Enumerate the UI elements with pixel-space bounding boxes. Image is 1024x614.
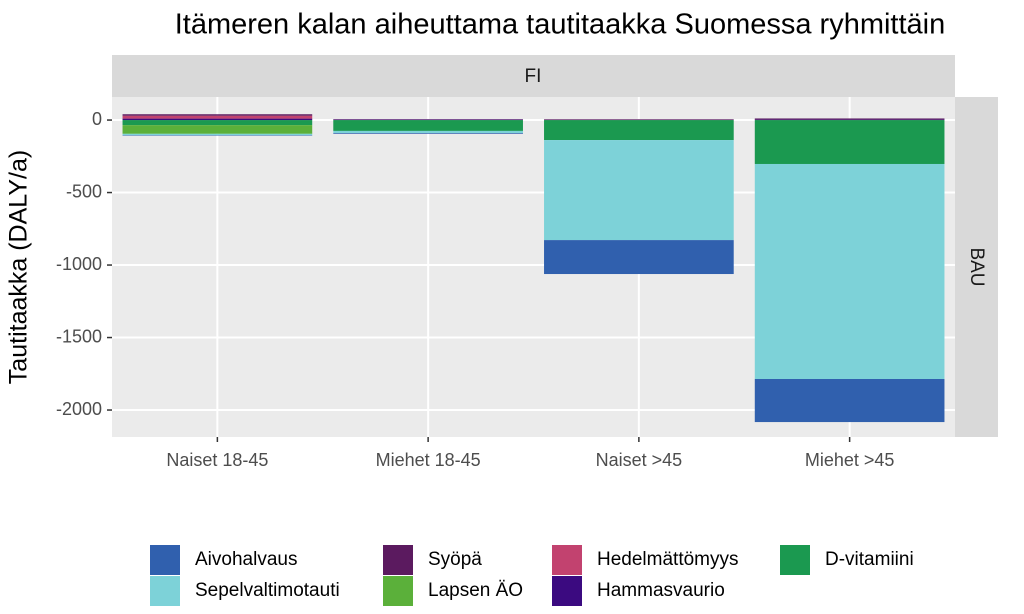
y-axis-label: Tautitaakka (DALY/a) <box>5 150 33 384</box>
y-tick-label: -1500 <box>56 326 102 346</box>
bar-segment <box>544 119 734 121</box>
bar-segment <box>754 379 945 423</box>
bar-segment <box>122 125 313 134</box>
legend-label: Aivohalvaus <box>195 549 297 570</box>
y-tick-label: -2000 <box>56 399 102 419</box>
bar-segment <box>544 240 734 275</box>
bar-segment <box>122 120 313 126</box>
legend-key <box>780 545 810 575</box>
facet-strip <box>112 55 955 97</box>
y-tick-label: -1000 <box>56 254 102 274</box>
bar-segment <box>754 163 945 380</box>
facet-label: FI <box>525 66 542 87</box>
x-tick-label: Naiset >45 <box>596 450 683 470</box>
legend-label: D-vitamiini <box>825 549 914 570</box>
legend-key <box>383 576 413 606</box>
legend-label: Hedelmättömyys <box>597 549 739 570</box>
bar-segment <box>122 118 313 121</box>
bar-segment <box>122 115 313 119</box>
bar-segment <box>122 114 313 116</box>
x-tick-label: Miehet >45 <box>805 450 895 470</box>
legend-key <box>552 576 582 606</box>
bar-segment <box>333 130 523 134</box>
bar-segment <box>754 120 945 164</box>
facet-strip <box>955 97 998 437</box>
bar-segment <box>754 118 945 120</box>
legend-key <box>552 545 582 575</box>
bar-segment <box>333 133 523 134</box>
legend-key <box>383 545 413 575</box>
y-tick-label: 0 <box>92 109 102 129</box>
x-tick-label: Naiset 18-45 <box>166 450 268 470</box>
legend-key <box>150 545 180 575</box>
x-tick-label: Miehet 18-45 <box>376 450 481 470</box>
facet-label: BAU <box>966 247 987 286</box>
bar-segment <box>333 120 523 131</box>
legend-label: Lapsen ÄO <box>428 580 523 601</box>
bar-segment <box>544 120 734 141</box>
bar-segment <box>122 133 313 136</box>
legend-label: Syöpä <box>428 549 482 570</box>
legend-key <box>150 576 180 606</box>
chart-title: Itämeren kalan aiheuttama tautitaakka Su… <box>175 9 946 41</box>
legend-label: Hammasvaurio <box>597 580 725 601</box>
y-tick-label: -500 <box>66 181 102 201</box>
legend-label: Sepelvaltimotauti <box>195 580 340 601</box>
bar-segment <box>544 140 734 241</box>
